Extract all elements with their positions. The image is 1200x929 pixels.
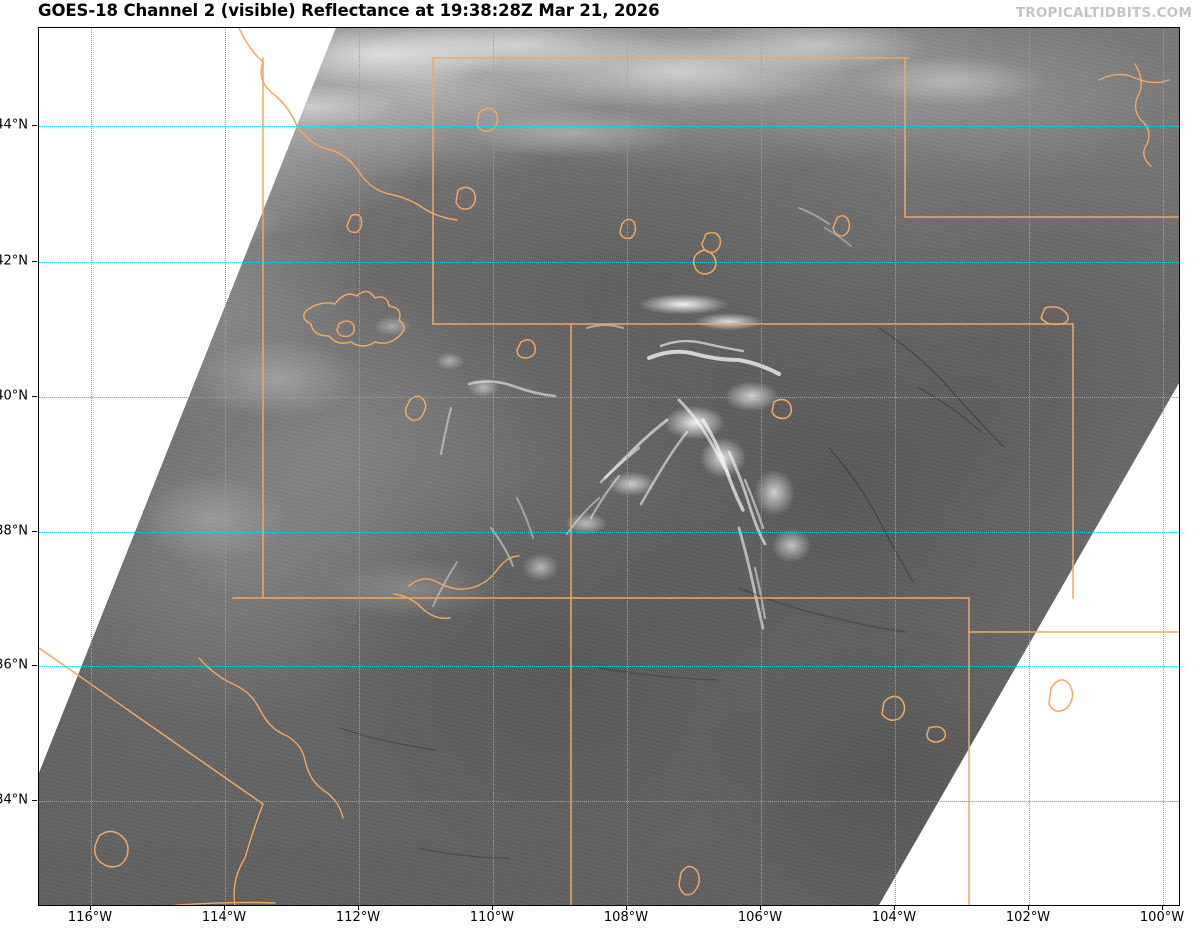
map-canvas (39, 28, 1179, 905)
axis-label-latitude: 38°N (0, 523, 28, 539)
axis-label-longitude: 102°W (1005, 910, 1051, 925)
axis-tick-x (894, 905, 896, 910)
axis-label-longitude: 112°W (335, 910, 381, 925)
axis-label-latitude: 42°N (0, 253, 28, 269)
axis-tick-x (90, 905, 92, 910)
axis-label-longitude: 110°W (469, 910, 515, 925)
axis-label-longitude: 116°W (67, 910, 113, 925)
watermark-label: TROPICALTIDBITS.COM (1015, 5, 1192, 21)
axis-tick-x (1162, 905, 1164, 910)
header-bar: GOES-18 Channel 2 (visible) Reflectance … (0, 0, 1200, 27)
axis-tick-y (32, 531, 37, 533)
axis-tick-x (760, 905, 762, 910)
axis-label-longitude: 104°W (871, 910, 917, 925)
axis-tick-y (32, 125, 37, 127)
axis-tick-x (1028, 905, 1030, 910)
satellite-raster-swath (39, 28, 1179, 905)
axis-label-latitude: 34°N (0, 792, 28, 808)
axis-label-longitude: 108°W (603, 910, 649, 925)
axis-tick-x (626, 905, 628, 910)
axis-label-longitude: 100°W (1139, 910, 1185, 925)
axis-tick-y (32, 261, 37, 263)
axis-label-latitude: 44°N (0, 117, 28, 133)
axis-label-longitude: 114°W (201, 910, 247, 925)
reservoir-texas-a (1048, 679, 1074, 712)
axis-tick-y (32, 800, 37, 802)
axis-tick-y (32, 665, 37, 667)
axis-label-latitude: 40°N (0, 388, 28, 404)
axis-label-latitude: 36°N (0, 657, 28, 673)
axis-tick-x (492, 905, 494, 910)
axis-tick-x (358, 905, 360, 910)
axis-label-longitude: 106°W (737, 910, 783, 925)
terrain-detail-layer (338, 207, 1004, 859)
axis-tick-y (32, 396, 37, 398)
axis-tick-x (224, 905, 226, 910)
map-plot-area[interactable] (38, 27, 1180, 906)
page-title: GOES-18 Channel 2 (visible) Reflectance … (38, 1, 660, 20)
